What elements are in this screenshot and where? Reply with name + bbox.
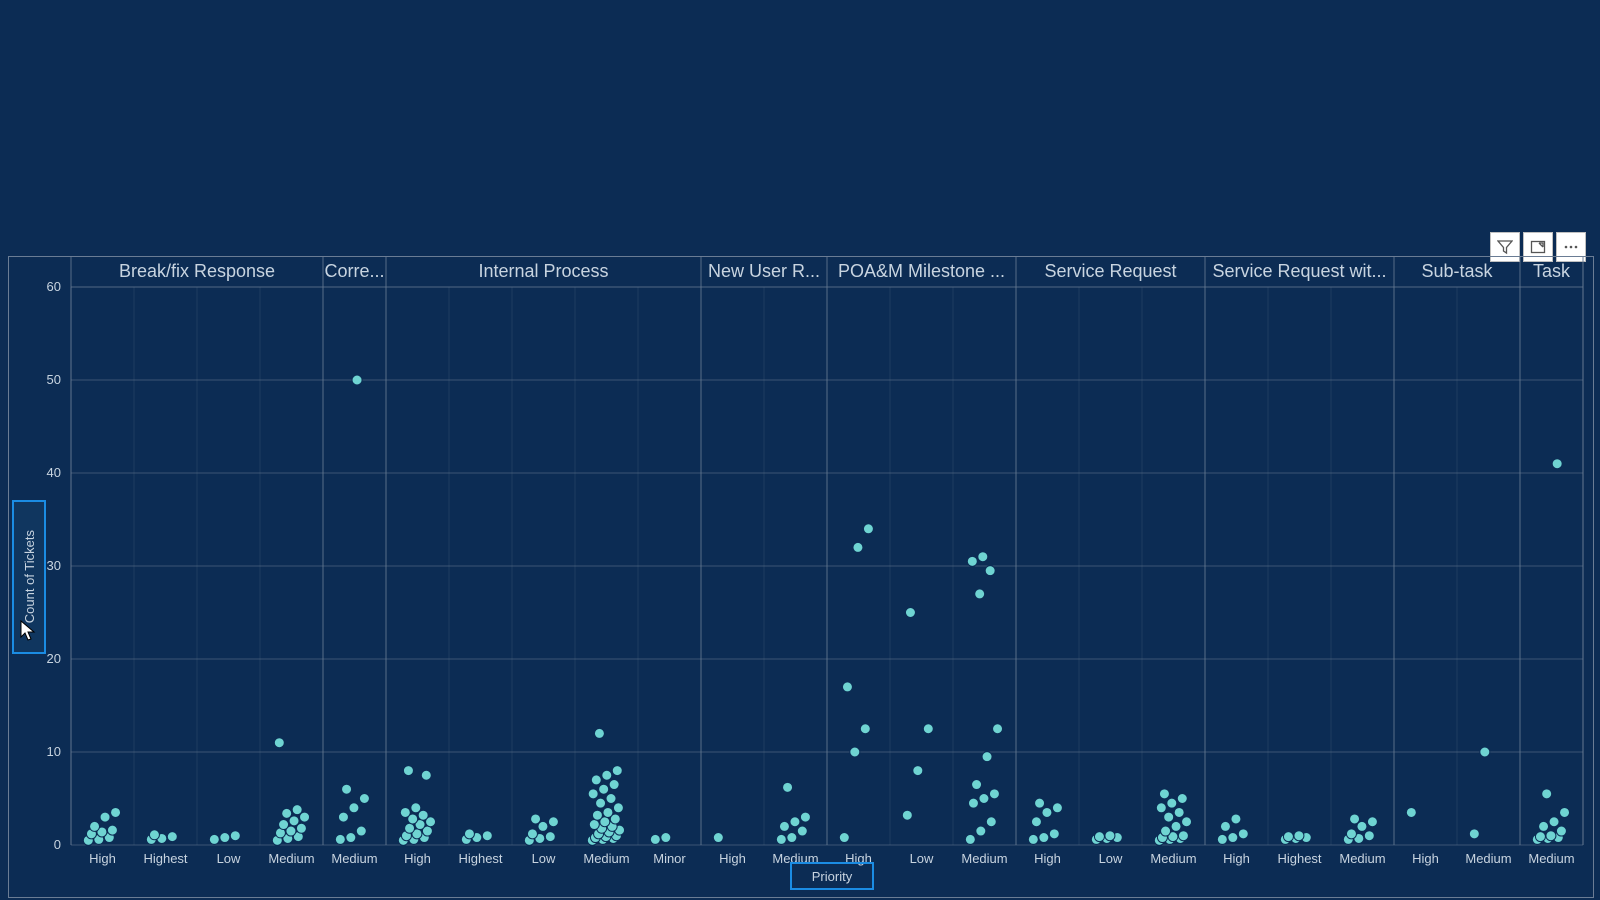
y-axis-title: Count of Tickets	[22, 530, 37, 623]
svg-text:Low: Low	[217, 851, 241, 866]
svg-text:High: High	[719, 851, 746, 866]
svg-text:0: 0	[54, 837, 61, 852]
svg-text:Highest: Highest	[458, 851, 502, 866]
svg-text:Medium: Medium	[961, 851, 1007, 866]
svg-text:Low: Low	[532, 851, 556, 866]
svg-text:60: 60	[47, 279, 61, 294]
svg-text:Medium: Medium	[1465, 851, 1511, 866]
svg-text:30: 30	[47, 558, 61, 573]
svg-text:Medium: Medium	[583, 851, 629, 866]
x-axis-title: Priority	[812, 869, 852, 884]
svg-text:Low: Low	[1099, 851, 1123, 866]
svg-text:40: 40	[47, 465, 61, 480]
svg-text:High: High	[89, 851, 116, 866]
svg-text:Medium: Medium	[1339, 851, 1385, 866]
x-axis-title-box[interactable]: Priority	[790, 862, 874, 890]
svg-text:10: 10	[47, 744, 61, 759]
svg-text:Medium: Medium	[1150, 851, 1196, 866]
svg-text:Minor: Minor	[653, 851, 686, 866]
svg-text:Corre...: Corre...	[324, 261, 384, 281]
svg-text:50: 50	[47, 372, 61, 387]
chart-canvas: 0 10 20 30 40 50 60 Break/fix Response High Highe…	[9, 257, 1593, 897]
svg-text:Highest: Highest	[143, 851, 187, 866]
svg-text:Service Request wit...: Service Request wit...	[1212, 261, 1386, 281]
svg-text:POA&M Milestone ...: POA&M Milestone ...	[838, 261, 1005, 281]
svg-text:Medium: Medium	[1528, 851, 1574, 866]
svg-text:High: High	[1223, 851, 1250, 866]
filter-icon	[1497, 239, 1513, 255]
svg-text:Sub-task: Sub-task	[1421, 261, 1493, 281]
focus-icon	[1530, 239, 1546, 255]
svg-text:High: High	[1412, 851, 1439, 866]
svg-text:Low: Low	[910, 851, 934, 866]
svg-text:High: High	[1034, 851, 1061, 866]
svg-text:Medium: Medium	[268, 851, 314, 866]
svg-text:High: High	[404, 851, 431, 866]
svg-text:Task: Task	[1533, 261, 1571, 281]
svg-text:Service Request: Service Request	[1044, 261, 1176, 281]
svg-text:20: 20	[47, 651, 61, 666]
svg-text:Highest: Highest	[1277, 851, 1321, 866]
y-axis-title-box[interactable]: Count of Tickets	[12, 500, 46, 654]
more-icon	[1563, 239, 1579, 255]
svg-text:Break/fix Response: Break/fix Response	[119, 261, 275, 281]
svg-text:Medium: Medium	[331, 851, 377, 866]
svg-text:Internal Process: Internal Process	[478, 261, 608, 281]
scatter-chart[interactable]: 0 10 20 30 40 50 60 Break/fix Response High Highe…	[8, 256, 1594, 898]
svg-text:New User R...: New User R...	[708, 261, 820, 281]
